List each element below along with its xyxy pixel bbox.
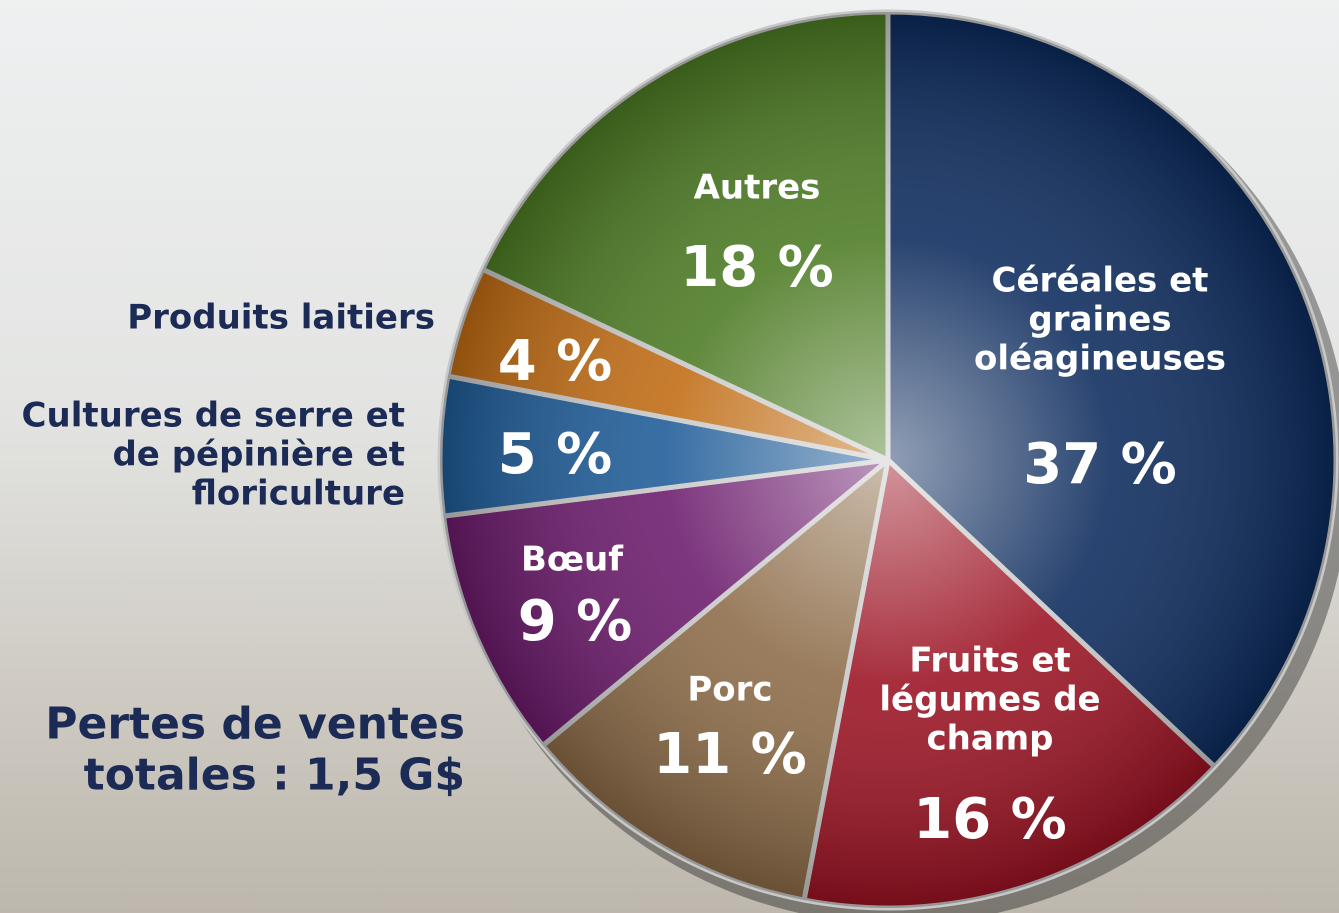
slice-label: Fruits et légumes de champ: [865, 641, 1115, 758]
slice-label: Produits laitiers: [35, 298, 435, 337]
slice-label: Autres: [657, 168, 857, 207]
annotation: Pertes de ventes totales : 1,5 G$: [0, 699, 465, 800]
slice-label: Cultures de serre et de pépinière et flo…: [5, 396, 405, 513]
slice-label: Céréales et graines oléagineuses: [950, 261, 1250, 378]
value-label: 37 %: [1023, 433, 1177, 497]
value-label: 11 %: [653, 723, 807, 787]
chart: Pertes de ventes totales : 1,5 G$ Céréal…: [0, 0, 1339, 913]
value-label: 4 %: [498, 330, 613, 394]
slice-label: Porc: [650, 670, 810, 709]
slice-label: Bœuf: [492, 540, 652, 579]
value-label: 18 %: [680, 236, 834, 300]
value-label: 9 %: [518, 590, 633, 654]
value-label: 5 %: [498, 423, 613, 487]
value-label: 16 %: [913, 788, 1067, 852]
